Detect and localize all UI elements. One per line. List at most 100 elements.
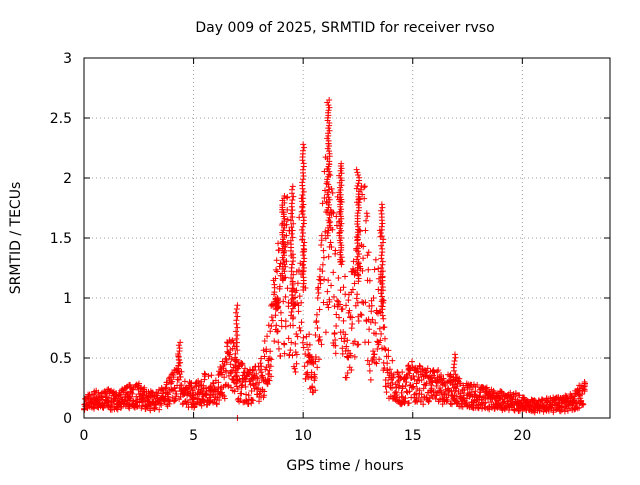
data-point	[267, 348, 274, 355]
data-point	[423, 369, 430, 376]
data-point	[355, 231, 362, 238]
data-point	[316, 306, 323, 313]
data-point	[358, 312, 365, 319]
data-point	[141, 384, 148, 391]
data-point	[290, 271, 297, 278]
data-point	[300, 274, 307, 281]
data-point	[181, 378, 188, 385]
data-point	[289, 315, 296, 322]
data-point	[418, 396, 425, 403]
data-point	[361, 184, 368, 191]
data-point	[437, 384, 444, 391]
data-point	[339, 305, 346, 312]
y-tick-label: 2	[63, 171, 72, 187]
data-point	[370, 348, 377, 355]
data-point	[261, 338, 268, 345]
data-point	[281, 350, 288, 357]
data-point	[325, 107, 332, 114]
data-point	[581, 379, 588, 385]
data-point	[309, 383, 316, 390]
data-point	[378, 280, 385, 287]
data-point	[276, 283, 283, 290]
data-point	[156, 406, 163, 413]
data-point	[178, 382, 185, 389]
data-point	[349, 314, 356, 321]
data-point	[416, 362, 423, 369]
data-point	[250, 397, 257, 404]
data-point	[452, 397, 459, 404]
data-point	[117, 405, 124, 412]
data-point	[176, 345, 183, 352]
data-point	[418, 391, 425, 398]
data-point	[292, 340, 299, 347]
data-point	[173, 390, 180, 397]
data-point	[288, 309, 295, 316]
data-point	[316, 333, 323, 340]
data-point	[402, 395, 409, 402]
data-point	[437, 387, 444, 394]
data-point	[364, 252, 371, 259]
data-point	[278, 317, 285, 324]
data-point	[177, 339, 184, 346]
data-point	[203, 391, 210, 398]
data-point	[320, 299, 327, 306]
data-point	[370, 354, 377, 361]
data-point	[238, 362, 245, 369]
data-point	[289, 261, 296, 268]
data-point	[198, 402, 205, 409]
data-point	[300, 242, 307, 249]
data-point	[261, 353, 268, 360]
data-point	[366, 361, 373, 368]
data-point	[379, 312, 386, 319]
data-point	[284, 239, 291, 246]
data-point	[195, 377, 202, 384]
data-point	[354, 245, 361, 252]
data-point	[258, 355, 265, 362]
data-point	[353, 256, 360, 263]
data-point	[325, 125, 332, 132]
y-tick-label: 0.5	[50, 351, 72, 367]
data-point	[351, 280, 358, 287]
data-point	[211, 385, 218, 392]
data-point	[341, 273, 348, 280]
data-point	[365, 249, 372, 256]
data-point	[273, 266, 280, 273]
data-point	[290, 322, 297, 329]
data-point	[223, 357, 230, 363]
data-point	[580, 401, 587, 408]
data-point	[428, 385, 435, 392]
data-point	[466, 385, 473, 392]
data-point	[452, 371, 459, 378]
data-point	[393, 391, 400, 398]
data-point	[329, 189, 336, 196]
data-point	[306, 341, 313, 348]
data-point	[360, 255, 367, 262]
data-point	[335, 275, 342, 282]
data-point	[326, 104, 333, 111]
data-point	[450, 364, 457, 371]
data-point	[315, 337, 322, 344]
data-point	[172, 388, 179, 395]
data-point	[273, 257, 280, 264]
data-point	[301, 255, 308, 262]
data-point	[289, 207, 296, 214]
data-point	[263, 346, 270, 353]
data-point	[365, 266, 372, 273]
data-point	[237, 378, 244, 385]
data-point	[152, 404, 159, 411]
data-point	[266, 377, 273, 384]
y-axis-title: SRMTID / TECUs	[8, 182, 24, 295]
data-point	[295, 267, 302, 274]
data-point	[418, 377, 425, 384]
data-point	[381, 324, 388, 331]
data-point	[456, 375, 463, 382]
data-point	[274, 295, 281, 301]
data-point	[233, 305, 240, 312]
data-point	[330, 293, 337, 300]
data-point	[378, 210, 385, 217]
data-point	[130, 397, 137, 404]
data-point	[320, 254, 327, 261]
data-point	[331, 330, 338, 337]
data-point	[332, 250, 339, 257]
data-point	[273, 322, 280, 329]
